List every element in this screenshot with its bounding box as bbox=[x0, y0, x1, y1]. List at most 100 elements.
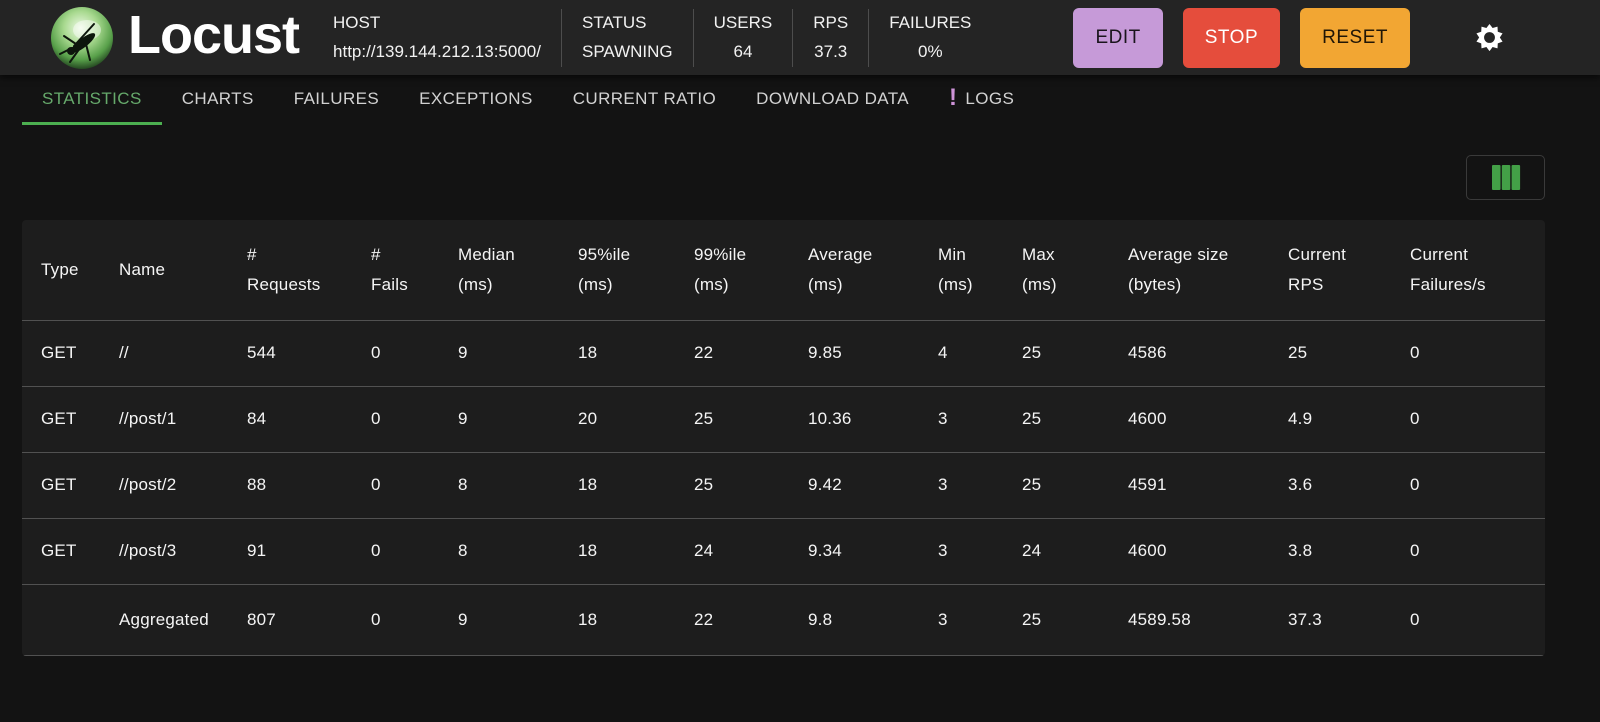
column-header[interactable]: Current RPS bbox=[1269, 220, 1391, 321]
tab-logs[interactable]: ! LOGS bbox=[929, 75, 1034, 125]
table-row: GET//post/1 84 0 9 20 25 10.36 3 25 4600 4.9 0 bbox=[22, 386, 1545, 453]
rps-value: 37.3 bbox=[814, 41, 848, 61]
table-cell: 3.8 bbox=[1269, 518, 1391, 585]
column-header[interactable]: # Requests bbox=[228, 220, 352, 321]
app-title: Locust bbox=[128, 4, 300, 65]
status-value: SPAWNING bbox=[581, 41, 673, 61]
rps-info: RPS 37.3 bbox=[793, 9, 868, 67]
table-cell: GET bbox=[22, 518, 100, 585]
failures-label: FAILURES bbox=[889, 13, 972, 33]
table-cell: 91 bbox=[228, 518, 352, 585]
table-cell: 0 bbox=[1391, 386, 1545, 453]
table-cell: 25 bbox=[675, 452, 789, 519]
column-header[interactable]: 99%ile (ms) bbox=[675, 220, 789, 321]
table-cell: 25 bbox=[1003, 320, 1109, 387]
table-cell: 9 bbox=[439, 320, 559, 387]
column-header[interactable]: Type bbox=[22, 220, 100, 321]
table-cell: 3 bbox=[919, 386, 1003, 453]
table-cell: 88 bbox=[228, 452, 352, 519]
table-cell: 20 bbox=[559, 386, 675, 453]
table-cell: 3 bbox=[919, 518, 1003, 585]
users-info[interactable]: USERS 64 bbox=[694, 9, 793, 67]
tab-label: FAILURES bbox=[293, 88, 380, 108]
table-cell: 24 bbox=[1003, 518, 1109, 585]
table-cell: 25 bbox=[1269, 320, 1391, 387]
header-divider bbox=[792, 8, 794, 67]
table-cell: 25 bbox=[1003, 584, 1109, 656]
table-cell: 10.36 bbox=[789, 386, 919, 453]
table-cell: 0 bbox=[352, 518, 439, 585]
table-cell: 9 bbox=[439, 584, 559, 656]
settings-button[interactable] bbox=[1474, 22, 1505, 53]
tab-failures[interactable]: FAILURES bbox=[274, 75, 399, 125]
table-cell: GET bbox=[22, 320, 100, 387]
column-header[interactable]: Average (ms) bbox=[789, 220, 919, 321]
tab-download-data[interactable]: DOWNLOAD DATA bbox=[736, 75, 929, 125]
column-header[interactable]: Average size (bytes) bbox=[1109, 220, 1269, 321]
table-cell: 3.6 bbox=[1269, 452, 1391, 519]
users-value: 64 bbox=[733, 41, 753, 61]
table-cell: 8 bbox=[439, 452, 559, 519]
table-row: Aggregated 807 0 9 18 22 9.8 3 25 4589.58 37.3 0 bbox=[22, 584, 1545, 656]
table-toolbar bbox=[22, 155, 1545, 200]
statistics-table-card: Type Name # Requests # Fails Median (ms) 95%i… bbox=[22, 220, 1545, 656]
stop-button[interactable]: STOP bbox=[1182, 7, 1281, 68]
table-cell: 4 bbox=[919, 320, 1003, 387]
table-cell: GET bbox=[22, 386, 100, 453]
tab-statistics[interactable]: STATISTICS bbox=[22, 75, 162, 125]
failures-info: FAILURES 0% bbox=[869, 9, 991, 67]
tab-label: CURRENT RATIO bbox=[572, 88, 717, 108]
table-cell: 18 bbox=[559, 320, 675, 387]
edit-button[interactable]: EDIT bbox=[1073, 7, 1163, 68]
table-cell: 4589.58 bbox=[1109, 584, 1269, 656]
rps-label: RPS bbox=[813, 13, 849, 33]
table-cell: 807 bbox=[228, 584, 352, 656]
table-cell: 22 bbox=[675, 320, 789, 387]
tab-current-ratio[interactable]: CURRENT RATIO bbox=[553, 75, 736, 125]
table-cell: //post/2 bbox=[100, 452, 228, 519]
table-cell: 4591 bbox=[1109, 452, 1269, 519]
column-header[interactable]: Min (ms) bbox=[919, 220, 1003, 321]
app-header: Locust HOST http://139.144.212.13:5000/ … bbox=[0, 0, 1600, 75]
table-columns-icon bbox=[1491, 165, 1520, 190]
table-row: GET//post/2 88 0 8 18 25 9.42 3 25 4591 3.6 0 bbox=[22, 452, 1545, 519]
table-cell: 544 bbox=[228, 320, 352, 387]
logs-alert-icon: ! bbox=[949, 83, 958, 111]
table-cell: 4600 bbox=[1109, 386, 1269, 453]
gear-icon bbox=[1476, 23, 1503, 52]
table-cell: 22 bbox=[675, 584, 789, 656]
table-cell: 4586 bbox=[1109, 320, 1269, 387]
table-row: GET//post/3 91 0 8 18 24 9.34 3 24 4600 3.8 0 bbox=[22, 518, 1545, 585]
tab-exceptions[interactable]: EXCEPTIONS bbox=[399, 75, 553, 125]
table-cell: 4600 bbox=[1109, 518, 1269, 585]
header-divider bbox=[560, 8, 562, 67]
tab-label: STATISTICS bbox=[42, 88, 142, 108]
column-header[interactable]: 95%ile (ms) bbox=[559, 220, 675, 321]
header-divider bbox=[692, 8, 694, 67]
table-cell: 9 bbox=[439, 386, 559, 453]
tab-label: LOGS bbox=[965, 88, 1015, 108]
column-header[interactable]: # Fails bbox=[352, 220, 439, 321]
column-header[interactable]: Name bbox=[100, 220, 228, 321]
table-cell: 9.85 bbox=[789, 320, 919, 387]
column-header[interactable]: Max (ms) bbox=[1003, 220, 1109, 321]
table-cell: //post/3 bbox=[100, 518, 228, 585]
table-cell: 18 bbox=[559, 452, 675, 519]
table-cell: 9.8 bbox=[789, 584, 919, 656]
header-actions: EDIT STOP RESET bbox=[1073, 7, 1410, 68]
table-cell: // bbox=[100, 320, 228, 387]
column-selector-button[interactable] bbox=[1466, 155, 1545, 200]
column-header[interactable]: Current Failures/s bbox=[1391, 220, 1545, 321]
failures-value: 0% bbox=[918, 41, 943, 61]
column-header[interactable]: Median (ms) bbox=[439, 220, 559, 321]
table-cell: 25 bbox=[1003, 386, 1109, 453]
locust-logo[interactable]: Locust bbox=[50, 4, 300, 70]
table-row: GET//544 0 9 18 22 9.85 4 25 4586 25 0 bbox=[22, 320, 1545, 387]
table-cell: 24 bbox=[675, 518, 789, 585]
host-info: HOST http://139.144.212.13:5000/ bbox=[313, 9, 561, 67]
table-cell: 3 bbox=[919, 584, 1003, 656]
table-cell: GET bbox=[22, 452, 100, 519]
reset-button[interactable]: RESET bbox=[1300, 7, 1410, 68]
tab-charts[interactable]: CHARTS bbox=[162, 75, 274, 125]
table-cell: 9.42 bbox=[789, 452, 919, 519]
